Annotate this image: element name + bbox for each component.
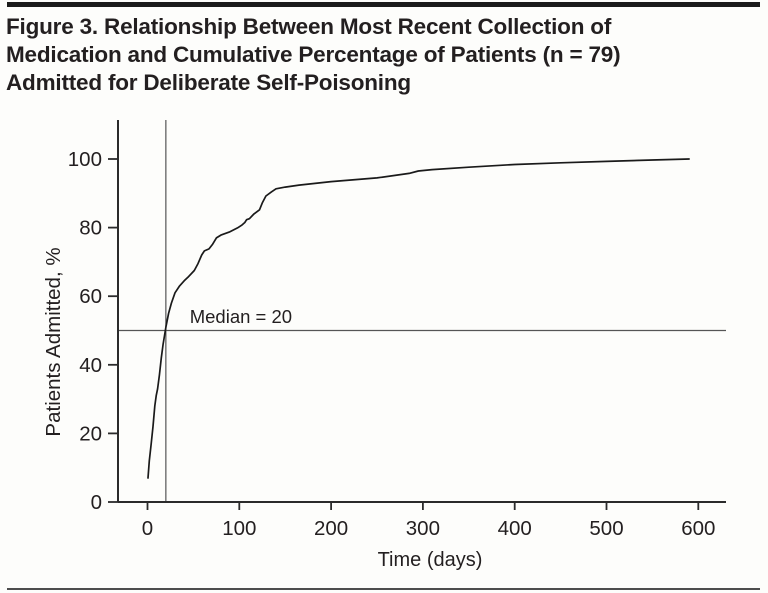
- y-axis-label: Patients Admitted, %: [42, 247, 65, 436]
- figure-title-line: Medication and Cumulative Percentage of …: [6, 42, 621, 67]
- x-tick-label: 400: [498, 517, 532, 540]
- y-tick-label: 60: [79, 285, 102, 308]
- chart-area: 0 20 40 60 80 100 0 100 200 300 400 500 600 Median = …: [0, 110, 768, 588]
- x-tick-label: 0: [142, 517, 153, 540]
- x-tick-label: 600: [681, 517, 715, 540]
- figure-title-line: Figure 3. Relationship Between Most Rece…: [6, 14, 612, 39]
- cumulative-curve: [147, 158, 690, 479]
- y-tick-label: 0: [91, 491, 102, 514]
- y-tick-label: 40: [79, 354, 102, 377]
- x-tick-label: 100: [222, 517, 256, 540]
- bottom-rule: [7, 588, 760, 590]
- x-axis-label: Time (days): [378, 549, 483, 571]
- median-annotation: Median = 20: [190, 306, 292, 327]
- cumulative-percentage-chart: 0 20 40 60 80 100 0 100 200 300 400 500 600 Median = …: [42, 120, 726, 571]
- y-tick-label: 80: [79, 217, 102, 240]
- top-rule: [7, 2, 760, 7]
- x-tick-label: 200: [314, 517, 348, 540]
- figure-title: Figure 3. Relationship Between Most Rece…: [6, 13, 722, 97]
- figure-title-line: Admitted for Deliberate Self-Poisoning: [6, 70, 411, 95]
- y-tick-label: 20: [79, 422, 102, 445]
- x-tick-label: 500: [589, 517, 623, 540]
- x-tick-label: 300: [406, 517, 440, 540]
- y-tick-label: 100: [68, 148, 102, 171]
